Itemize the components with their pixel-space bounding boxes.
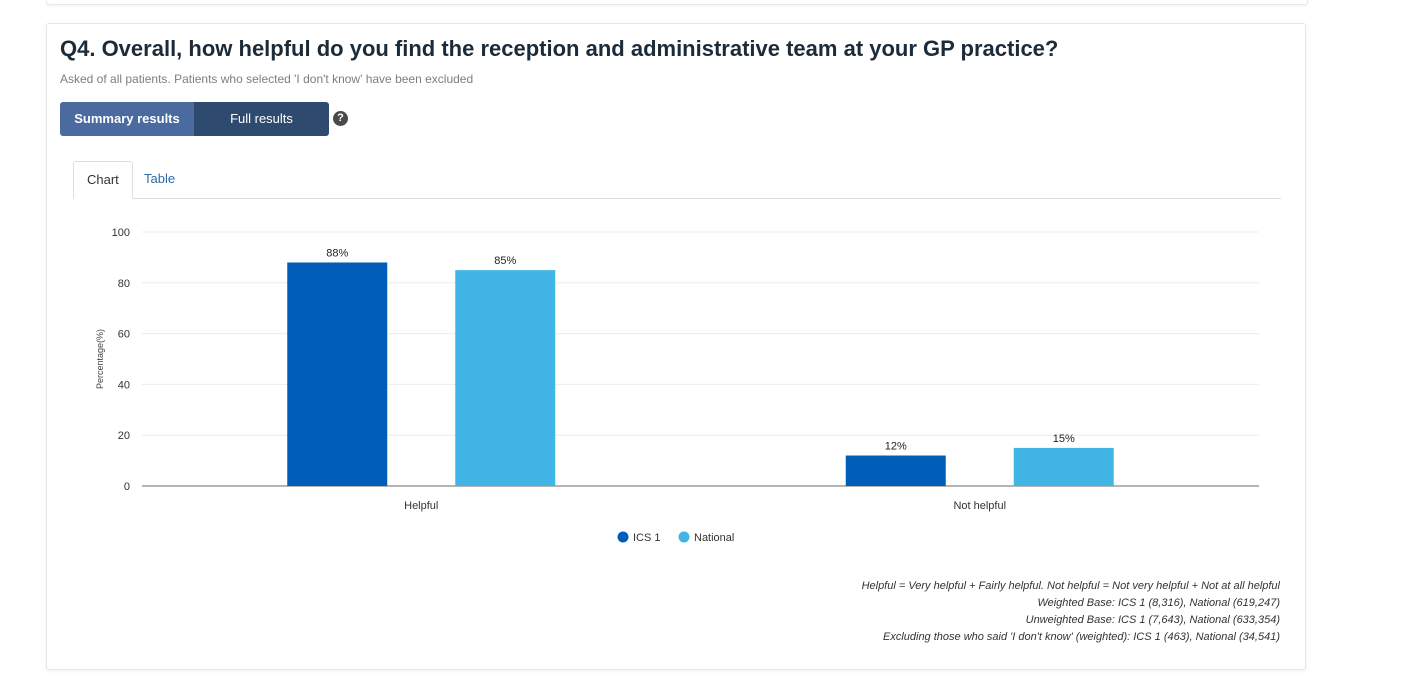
data-label: 12% (885, 441, 907, 453)
x-tick-label: Not helpful (953, 500, 1006, 512)
tab-table[interactable]: Table (144, 171, 176, 186)
bar-national (1013, 447, 1114, 486)
bar-ics-1 (287, 262, 388, 486)
data-label: 85% (494, 255, 516, 267)
y-tick-label: 80 (118, 278, 130, 290)
x-tick-label: Helpful (404, 500, 438, 512)
question-subtitle: Asked of all patients. Patients who sele… (60, 72, 474, 86)
data-label: 15% (1053, 433, 1075, 445)
full-results-button[interactable]: Full results (194, 102, 329, 136)
tab-chart[interactable]: Chart (73, 161, 133, 199)
summary-results-button[interactable]: Summary results (60, 102, 194, 136)
bar-chart: 0 20 40 60 80 100 Percentage(%) 88% 85% Helpful 12… (95, 227, 1259, 544)
y-tick-label: 20 (118, 430, 130, 442)
previous-card-bottom (46, 0, 1308, 5)
y-tick-label: 100 (112, 227, 130, 239)
footnote-weighted-base: Weighted Base: ICS 1 (8,316), National (… (1037, 597, 1280, 609)
question-title: Q4. Overall, how helpful do you find the… (60, 36, 1059, 61)
y-tick-label: 0 (124, 481, 130, 493)
footnote-excluded: Excluding those who said 'I don't know' … (882, 631, 1280, 643)
footnote-definition: Helpful = Very helpful + Fairly helpful.… (861, 580, 1280, 592)
view-tabs: Chart Table (73, 161, 1281, 199)
legend-label: ICS 1 (633, 532, 661, 544)
legend-marker (678, 531, 690, 543)
bar-national (455, 270, 556, 486)
question-card: Q4. Overall, how helpful do you find the… (46, 23, 1306, 670)
question-circle-icon[interactable]: ? (333, 111, 348, 126)
y-tick-label: 40 (118, 379, 130, 391)
footnotes: Helpful = Very helpful + Fairly helpful.… (862, 578, 1280, 646)
bar-ics-1 (845, 455, 946, 486)
legend-marker (617, 531, 629, 543)
y-axis-label: Percentage(%) (95, 329, 105, 389)
legend-label: National (694, 532, 734, 544)
data-label: 88% (326, 247, 348, 259)
results-toggle: Summary results Full results (60, 102, 329, 136)
footnote-unweighted-base: Unweighted Base: ICS 1 (7,643), National… (1025, 614, 1280, 626)
y-tick-label: 60 (118, 329, 130, 341)
